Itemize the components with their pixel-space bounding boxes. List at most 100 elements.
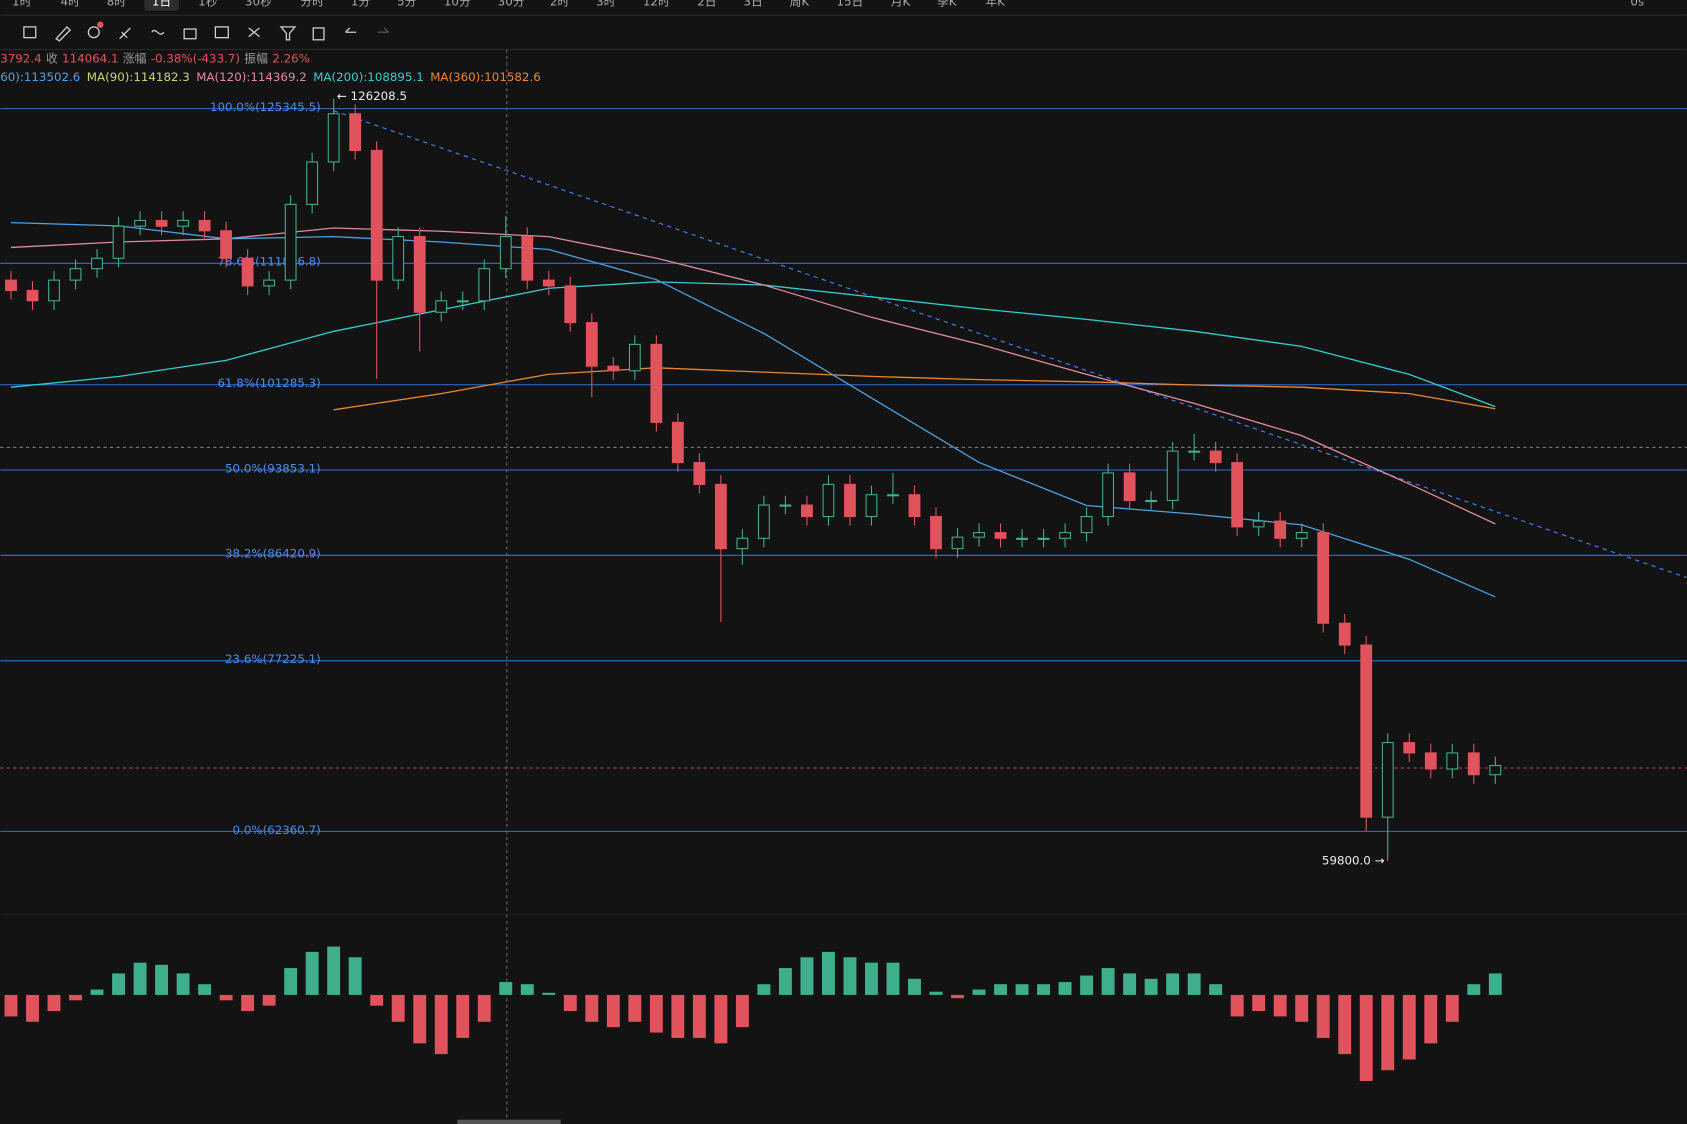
info-item: 114064.1 [62, 52, 118, 66]
macd-bar [133, 962, 147, 995]
tool-icon[interactable] [248, 27, 260, 38]
macd-bar [714, 994, 728, 1044]
candle-body [908, 494, 921, 518]
candle-body [5, 279, 17, 291]
interval-tab[interactable]: 4时 [60, 0, 80, 9]
tool-icon[interactable] [119, 27, 131, 40]
tool-icon[interactable] [55, 25, 72, 42]
candle-body [134, 219, 146, 227]
candle-body [1338, 622, 1351, 646]
interval-tab[interactable]: 1时 [12, 0, 32, 9]
macd-bar [176, 973, 190, 995]
tool-icon[interactable] [87, 26, 100, 39]
candle-body [564, 285, 577, 324]
interval-tab[interactable]: 3时 [596, 0, 616, 9]
interval-tab[interactable]: 1秒 [198, 0, 218, 9]
ma-legend-item: MA(200):108895.1 [313, 70, 424, 84]
macd-bar [1144, 978, 1158, 995]
interval-tab[interactable]: 年K [985, 0, 1005, 9]
candle-body [801, 504, 813, 518]
macd-bar [284, 968, 298, 995]
info-item: 涨幅 [123, 52, 147, 66]
candle-body [1123, 472, 1136, 501]
interval-tab[interactable]: 10分 [444, 0, 471, 9]
candle-body [930, 515, 942, 550]
drawing-tools[interactable] [23, 21, 389, 42]
candle-body [349, 113, 362, 151]
macd-bar [348, 957, 362, 995]
macd-bar [1402, 994, 1416, 1060]
macd-bar [542, 992, 556, 995]
macd-bar [735, 994, 749, 1028]
tool-icon[interactable] [345, 27, 357, 33]
macd-bar [370, 994, 384, 1006]
interval-tab[interactable]: 3日 [743, 0, 762, 9]
interval-tab[interactable]: 30秒 [245, 0, 272, 9]
macd-bar [1295, 994, 1309, 1022]
fib-label: 100.0%(125345.5) [210, 100, 321, 114]
candle-body [736, 537, 749, 550]
tool-icon[interactable] [377, 27, 389, 33]
tool-icon[interactable] [183, 28, 197, 40]
info-item: 3792.4 [0, 52, 41, 66]
candle-body [413, 235, 426, 313]
macd-bar [69, 994, 82, 1001]
candle-body [951, 536, 964, 550]
interval-tab[interactable]: 2日 [697, 0, 716, 9]
interval-tab[interactable]: 季K [937, 0, 957, 9]
macd-bar [391, 994, 405, 1022]
macd-bar [1015, 984, 1029, 995]
candle-body [887, 494, 899, 497]
candle-body [973, 532, 985, 538]
interval-tab[interactable]: 15日 [837, 0, 864, 9]
candle-body [1145, 499, 1158, 503]
interval-tab[interactable]: 1日 [152, 0, 171, 9]
info-item: -0.38%(-433.7) [151, 52, 240, 66]
tool-icon[interactable] [312, 27, 325, 41]
fib-label: 61.8%(101285.3) [218, 376, 321, 390]
interval-tab[interactable]: 分时 [300, 0, 324, 9]
macd-bar [886, 962, 900, 995]
interval-tab[interactable]: 5分 [397, 0, 417, 9]
macd-bar [908, 978, 921, 995]
ma-legend-item: 60):113502.6 [0, 70, 80, 84]
candle-body [542, 279, 555, 287]
macd-bar [951, 994, 964, 999]
candle-body [177, 219, 189, 227]
interval-tab[interactable]: 12时 [643, 0, 670, 9]
trend-line [333, 110, 1687, 579]
macd-bar [757, 984, 771, 995]
tool-icon[interactable] [151, 29, 165, 35]
tool-icon[interactable] [214, 26, 229, 39]
interval-tab[interactable]: 30分 [498, 0, 525, 9]
candle-body [456, 300, 469, 303]
interval-tab[interactable]: 8时 [107, 0, 127, 9]
macd-bar [413, 994, 427, 1044]
candle-body [1166, 450, 1179, 501]
candle-body [1188, 450, 1201, 453]
interval-tab[interactable]: 1分 [351, 0, 371, 9]
ma-legend-item: MA(90):114182.3 [87, 70, 190, 84]
candle-body [1231, 462, 1244, 528]
candle-body [478, 268, 491, 302]
candle-body [1080, 515, 1093, 534]
tool-icon[interactable] [279, 26, 297, 41]
macd-bar [821, 951, 835, 995]
candle-body [112, 225, 125, 259]
macd-bar [929, 991, 943, 995]
candle-body [757, 504, 770, 539]
candle-body [1381, 742, 1394, 818]
candle-body [1446, 752, 1459, 770]
fib-label: 50.0%(93853.1) [225, 461, 321, 475]
interval-tab[interactable]: 月K [891, 0, 911, 9]
moving-averages [10, 221, 1496, 598]
candle-body [693, 462, 706, 485]
ma-line [10, 227, 1496, 525]
candle-body [1059, 532, 1071, 539]
macd-bar [692, 994, 706, 1038]
interval-tab[interactable]: 2时 [550, 0, 570, 9]
scrollbar[interactable] [457, 1119, 561, 1124]
interval-tab[interactable]: 周K [790, 0, 810, 9]
tool-icon[interactable] [23, 26, 37, 39]
